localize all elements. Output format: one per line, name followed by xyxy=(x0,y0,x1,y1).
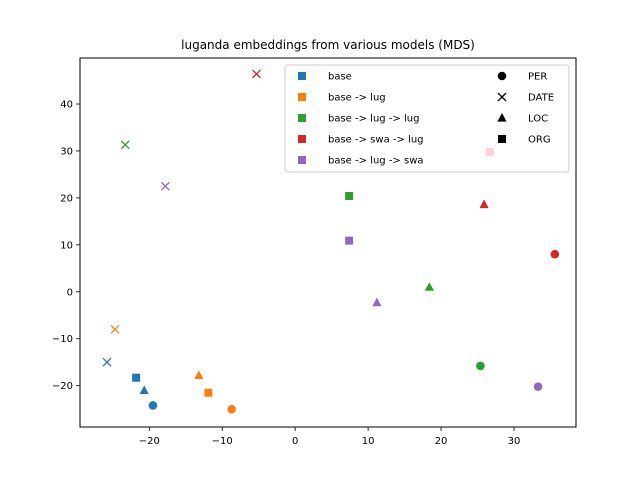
data-point-org xyxy=(132,373,141,382)
data-point-per xyxy=(227,404,237,414)
data-point-date xyxy=(110,324,120,334)
x-tick-label: −10 xyxy=(212,436,233,447)
legend-marker xyxy=(298,135,306,143)
data-point-loc xyxy=(424,282,434,291)
legend-marker xyxy=(497,71,507,81)
legend-label: LOC xyxy=(528,114,548,125)
chart-title: luganda embeddings from various models (… xyxy=(181,38,475,52)
legend-marker xyxy=(298,72,306,80)
data-point-org xyxy=(345,192,354,201)
x-marker-stroke xyxy=(110,324,120,334)
y-tick-label: 30 xyxy=(60,146,73,157)
x-marker-stroke xyxy=(252,69,261,79)
data-point-org xyxy=(345,236,354,245)
y-tick-label: 0 xyxy=(67,287,73,298)
data-point-date xyxy=(160,181,170,191)
data-point-loc xyxy=(372,297,382,307)
legend-box xyxy=(284,64,570,173)
data-points xyxy=(102,69,560,414)
x-marker-stroke xyxy=(497,92,507,102)
data-point-per xyxy=(148,401,158,410)
data-point-loc xyxy=(479,199,489,209)
legend: base base -> lug base -> lug -> lug base ->… xyxy=(284,64,570,173)
data-point-date xyxy=(120,140,130,150)
x-tick-label: 30 xyxy=(508,436,521,447)
y-tick-label: 20 xyxy=(60,193,73,204)
legend-marker xyxy=(298,114,306,122)
data-point-per xyxy=(533,382,543,391)
x-marker-stroke xyxy=(120,140,130,150)
legend-marker xyxy=(298,93,306,101)
data-point-date xyxy=(252,69,261,79)
legend-label: PER xyxy=(528,72,547,83)
legend-label: base -> lug -> lug xyxy=(328,114,419,125)
y-tick-label: −10 xyxy=(52,334,73,345)
data-point-org xyxy=(204,388,213,397)
x-marker-stroke xyxy=(102,357,112,367)
legend-marker xyxy=(497,92,507,102)
x-tick-label: 20 xyxy=(435,436,448,447)
y-tick-label: 40 xyxy=(60,100,73,111)
x-tick-label: 10 xyxy=(362,436,375,447)
data-point-loc xyxy=(194,370,204,379)
legend-marker xyxy=(497,113,507,122)
plot-area-frame xyxy=(79,57,577,428)
data-point-per xyxy=(476,361,485,371)
axis-ticks: −20 −10 0 10 20 30 −20 −10 0 10 20 30 40 xyxy=(52,100,520,447)
legend-label: base -> lug xyxy=(328,93,386,104)
y-tick-label: −20 xyxy=(52,381,73,392)
data-point-per xyxy=(550,249,560,259)
y-tick-label: 10 xyxy=(60,240,73,251)
legend-label: base -> lug -> swa xyxy=(328,156,424,167)
legend-label: base -> swa -> lug xyxy=(328,135,424,146)
legend-label: DATE xyxy=(528,93,554,104)
data-point-loc xyxy=(139,385,149,394)
x-tick-label: −20 xyxy=(139,436,160,447)
legend-marker xyxy=(298,156,306,164)
legend-label: base xyxy=(328,72,352,83)
legend-label: ORG xyxy=(528,135,551,146)
x-tick-label: 0 xyxy=(292,436,298,447)
data-point-date xyxy=(102,357,112,367)
x-marker-stroke xyxy=(160,181,170,191)
legend-marker xyxy=(498,135,506,143)
